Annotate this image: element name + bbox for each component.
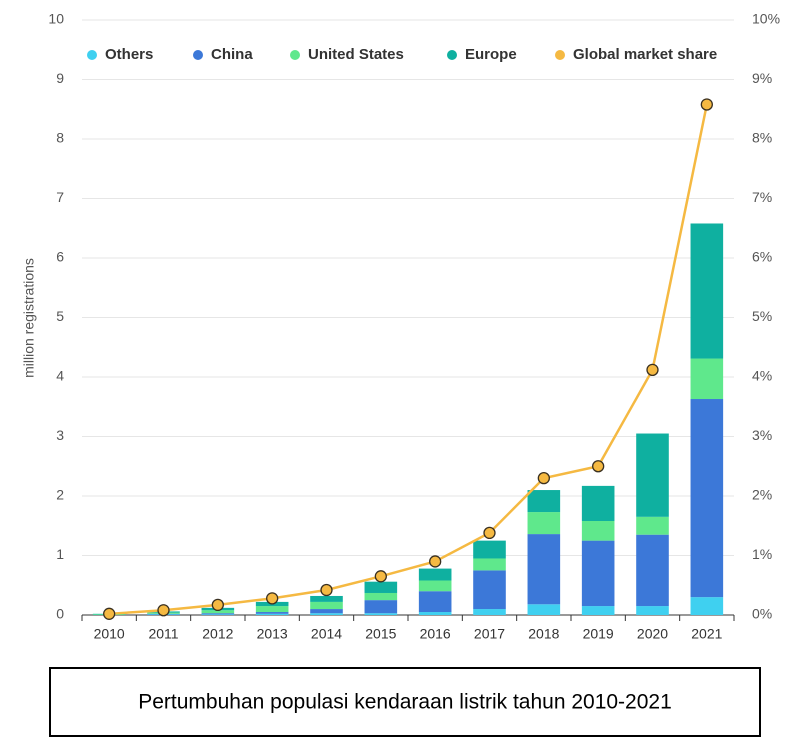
x-tick-label: 2013 xyxy=(257,626,288,642)
y-tick-label: 2 xyxy=(56,487,64,503)
legend-label: United States xyxy=(308,46,404,63)
legend-marker xyxy=(87,50,97,60)
y-tick-label: 10 xyxy=(48,11,64,27)
share-point xyxy=(211,598,224,612)
bar-segment xyxy=(201,613,235,615)
legend-label: Others xyxy=(105,46,153,63)
share-point xyxy=(103,607,116,620)
share-point xyxy=(592,460,605,473)
bar-segment xyxy=(690,358,724,400)
legend-marker xyxy=(193,50,203,60)
y2-tick-label: 7% xyxy=(752,189,772,205)
bar-segment xyxy=(581,485,615,521)
bar-segment xyxy=(310,601,343,610)
y-tick-label: 3 xyxy=(56,427,64,443)
share-point xyxy=(320,583,333,597)
share-point xyxy=(266,592,279,605)
bar-segment xyxy=(255,606,289,613)
x-tick-label: 2015 xyxy=(365,626,396,642)
x-tick-label: 2020 xyxy=(637,626,668,642)
bar-segment xyxy=(690,597,724,615)
y-axis-label: million registrations xyxy=(21,258,37,378)
y2-tick-label: 1% xyxy=(752,546,772,562)
bar-segment xyxy=(364,613,398,615)
x-tick-label: 2021 xyxy=(691,626,722,642)
legend-label: Global market share xyxy=(573,46,717,63)
x-tick-label: 2014 xyxy=(311,626,342,642)
bar-segment xyxy=(418,580,452,592)
legend-label: China xyxy=(211,46,253,63)
bar-segment xyxy=(418,591,452,613)
legend-marker xyxy=(447,50,457,60)
bar-segment xyxy=(636,516,669,535)
share-point xyxy=(700,98,713,111)
bar-segment xyxy=(473,558,506,571)
x-tick-label: 2010 xyxy=(94,626,125,642)
bar-segment xyxy=(310,595,343,602)
y-tick-label: 6 xyxy=(56,249,64,265)
bar-segment xyxy=(581,606,615,615)
x-tick-label: 2012 xyxy=(202,626,233,642)
bar-segment xyxy=(418,612,452,615)
bar-segment xyxy=(581,520,615,541)
bar-segment xyxy=(636,534,669,607)
bar-segment xyxy=(364,600,398,614)
y-tick-label: 0 xyxy=(56,606,64,622)
y2-tick-label: 2% xyxy=(752,487,772,503)
share-point xyxy=(429,555,442,568)
y2-tick-label: 9% xyxy=(752,70,772,86)
bar-segment xyxy=(473,570,506,610)
x-tick-label: 2018 xyxy=(528,626,559,642)
y2-tick-label: 3% xyxy=(752,427,772,443)
bar-segment xyxy=(201,610,235,614)
bar-segment xyxy=(418,568,452,581)
y2-tick-label: 4% xyxy=(752,368,772,384)
y-tick-label: 1 xyxy=(56,546,64,562)
x-tick-label: 2017 xyxy=(474,626,505,642)
bar-segment xyxy=(527,490,561,513)
bar-segment xyxy=(255,612,289,614)
y-tick-label: 4 xyxy=(56,368,64,384)
bar-segment xyxy=(690,399,724,598)
y-tick-label: 5 xyxy=(56,308,64,324)
y2-tick-label: 10% xyxy=(752,11,780,27)
legend-label: Europe xyxy=(465,46,517,63)
share-point xyxy=(157,604,170,617)
caption-box xyxy=(49,667,761,737)
bar-segment xyxy=(636,433,669,517)
legend-marker xyxy=(555,50,565,60)
bar-segment xyxy=(255,613,289,615)
bar-segment xyxy=(310,613,343,615)
bar-segment xyxy=(636,606,669,615)
caption: Pertumbuhan populasi kendaraan listrik t… xyxy=(138,691,672,714)
share-point xyxy=(483,526,496,540)
y2-tick-label: 6% xyxy=(752,249,772,265)
x-tick-label: 2011 xyxy=(148,626,178,642)
legend-marker xyxy=(290,50,300,60)
bar-segment xyxy=(310,609,343,614)
y2-tick-label: 8% xyxy=(752,130,772,146)
bar-segment xyxy=(201,614,235,615)
bar-segment xyxy=(473,609,506,615)
x-tick-label: 2019 xyxy=(583,626,614,642)
bar-segment xyxy=(527,512,561,535)
share-line xyxy=(109,104,709,616)
bar-segment xyxy=(690,223,724,359)
y2-tick-label: 5% xyxy=(752,308,772,324)
share-point xyxy=(646,363,659,377)
bar-segment xyxy=(527,604,561,615)
bar-segment xyxy=(527,534,561,605)
bar-segment xyxy=(364,581,398,593)
share-point xyxy=(537,471,550,485)
share-point xyxy=(374,570,387,583)
y-tick-label: 9 xyxy=(56,70,64,86)
bar-segment xyxy=(581,540,615,607)
y2-tick-label: 0% xyxy=(752,606,772,622)
y-tick-label: 7 xyxy=(56,189,64,205)
bar-segment xyxy=(364,592,398,601)
bar-segment xyxy=(473,540,506,559)
x-tick-label: 2016 xyxy=(420,626,451,642)
y-tick-label: 8 xyxy=(56,130,64,146)
